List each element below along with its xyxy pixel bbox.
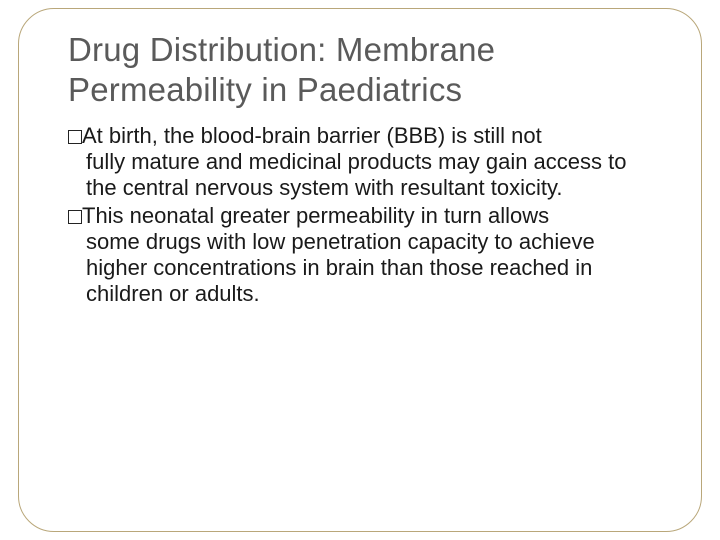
bullet-rest: fully mature and medicinal products may …	[68, 149, 652, 201]
slide-body: At birth, the blood-brain barrier (BBB) …	[68, 123, 652, 307]
square-bullet-icon	[68, 130, 82, 144]
bullet-item: This neonatal greater permeability in tu…	[68, 203, 652, 307]
bullet-first-line: At birth, the blood-brain barrier (BBB) …	[82, 123, 542, 148]
bullet-rest: some drugs with low penetration capacity…	[68, 229, 652, 307]
square-bullet-icon	[68, 210, 82, 224]
bullet-item: At birth, the blood-brain barrier (BBB) …	[68, 123, 652, 201]
bullet-first-line: This neonatal greater permeability in tu…	[82, 203, 549, 228]
slide-title: Drug Distribution: Membrane Permeability…	[68, 30, 652, 109]
slide: Drug Distribution: Membrane Permeability…	[0, 0, 720, 540]
